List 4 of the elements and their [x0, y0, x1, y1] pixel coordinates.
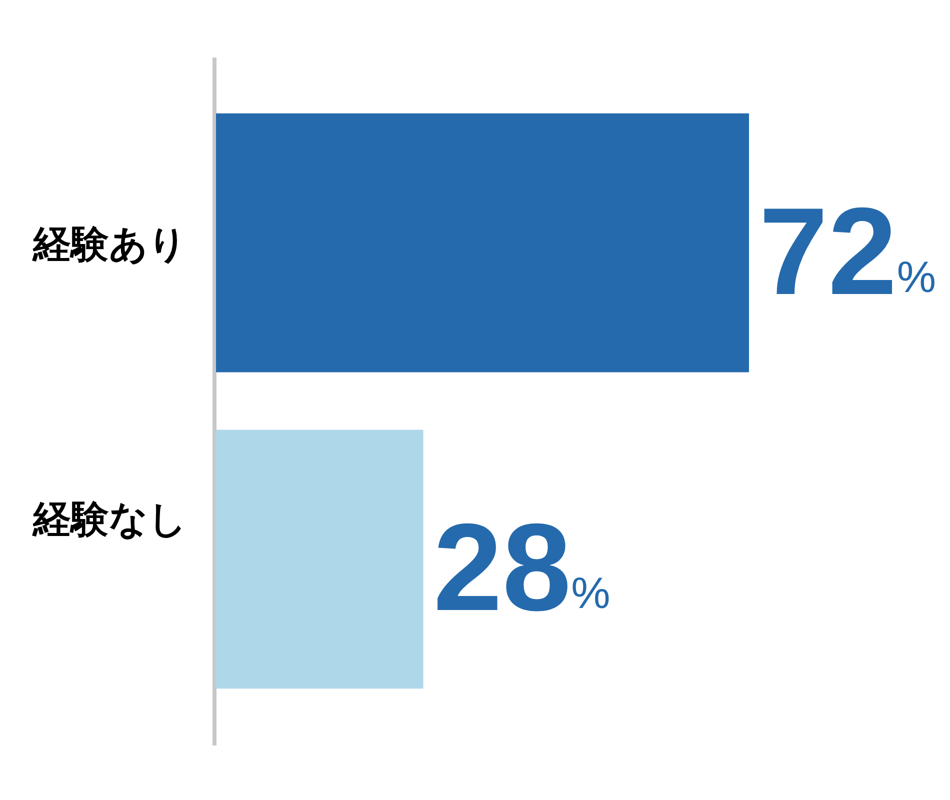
- data-label: 72%: [759, 182, 936, 321]
- y-tick-label: 経験なし: [32, 499, 187, 542]
- data-label: 28%: [433, 499, 610, 638]
- y-tick-label: 経験あり: [32, 224, 187, 266]
